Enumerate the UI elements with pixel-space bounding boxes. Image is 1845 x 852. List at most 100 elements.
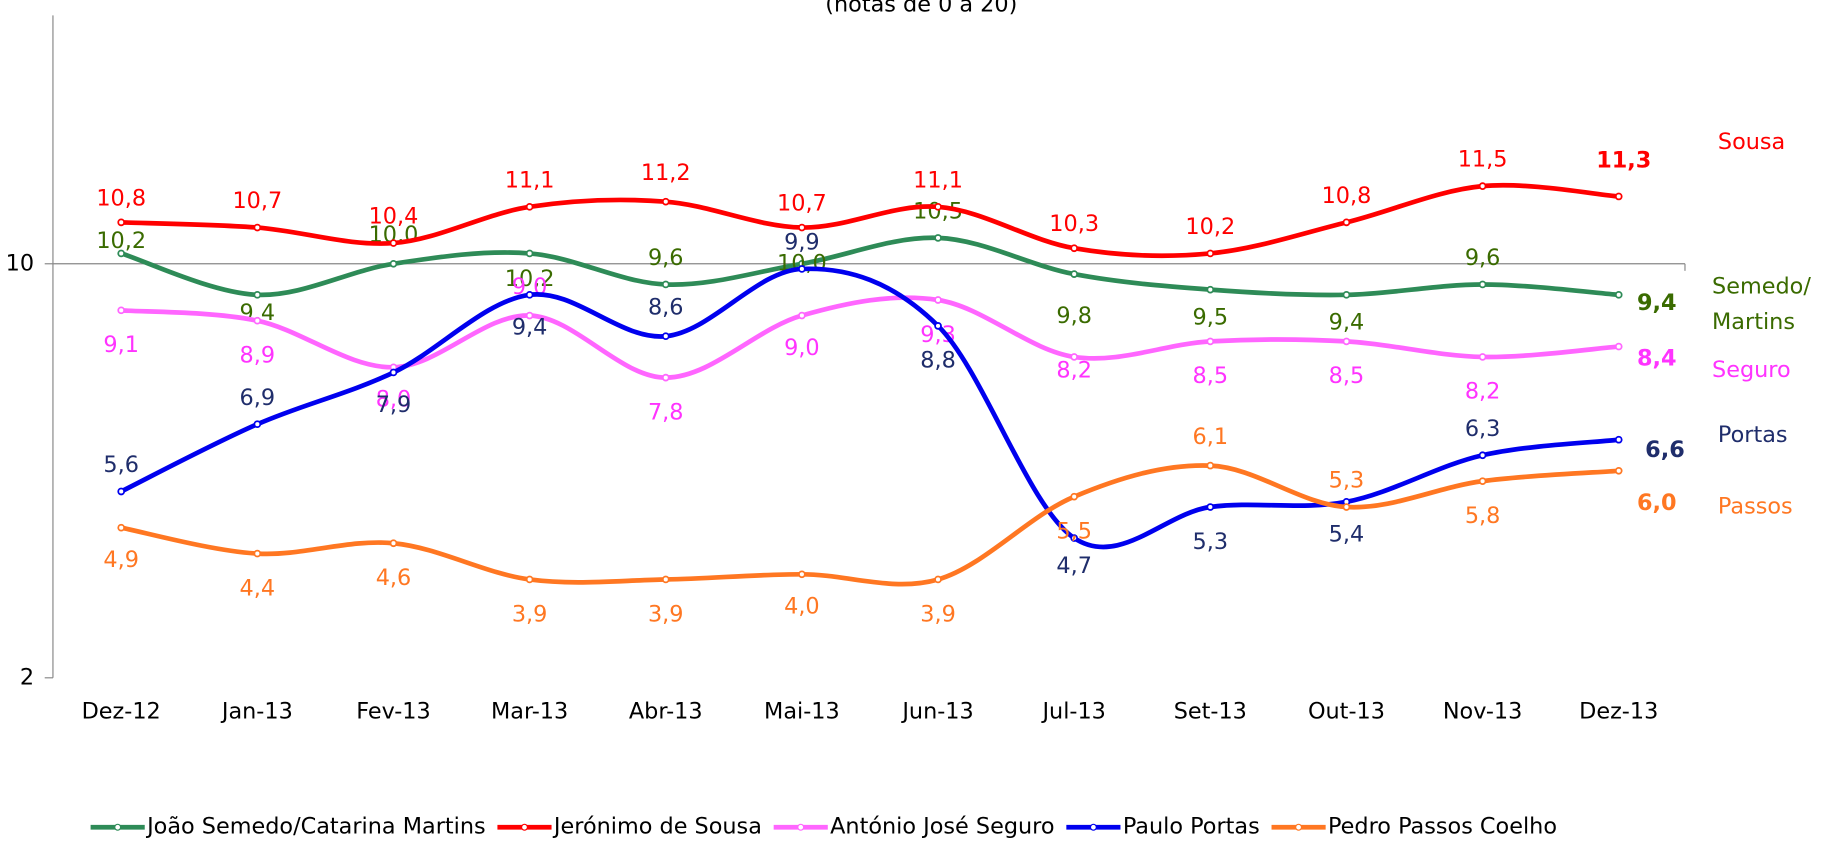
point bbox=[118, 489, 124, 495]
point bbox=[1207, 463, 1213, 469]
data-label: 8,6 bbox=[648, 294, 684, 320]
point bbox=[1344, 338, 1350, 344]
x-tick-label: Jan-13 bbox=[220, 698, 293, 724]
point bbox=[1480, 452, 1486, 458]
point bbox=[935, 297, 941, 303]
point bbox=[1616, 437, 1622, 443]
point bbox=[935, 235, 941, 241]
point bbox=[254, 421, 260, 427]
legend-label: António José Seguro bbox=[830, 814, 1054, 840]
point bbox=[254, 292, 260, 298]
point bbox=[527, 204, 533, 210]
point bbox=[935, 204, 941, 210]
end-value-label: 9,4 bbox=[1637, 290, 1677, 316]
line-series bbox=[121, 298, 1619, 378]
legend-marker bbox=[1296, 824, 1302, 830]
series-end-name: Sousa bbox=[1718, 129, 1785, 155]
data-label: 9,8 bbox=[1056, 303, 1092, 329]
series-end-name: Semedo/ bbox=[1712, 274, 1811, 300]
x-tick-label: Set-13 bbox=[1174, 698, 1247, 724]
data-label: 10,2 bbox=[1185, 214, 1235, 240]
chart: (notas de 0 a 20) 210Dez-12Jan-13Fev-13M… bbox=[0, 0, 1845, 852]
data-label: 3,9 bbox=[920, 601, 956, 627]
y-tick-label: 2 bbox=[20, 664, 34, 690]
point bbox=[1207, 287, 1213, 293]
point bbox=[799, 266, 805, 272]
point bbox=[1071, 245, 1077, 251]
x-tick-label: Mar-13 bbox=[491, 698, 568, 724]
x-tick-label: Dez-13 bbox=[1579, 698, 1658, 724]
x-tick-label: Fev-13 bbox=[356, 698, 431, 724]
data-label: 11,1 bbox=[913, 167, 963, 193]
data-label: 4,6 bbox=[376, 565, 412, 591]
point bbox=[1480, 183, 1486, 189]
point bbox=[663, 199, 669, 205]
x-tick-label: Out-13 bbox=[1308, 698, 1385, 724]
point bbox=[1344, 504, 1350, 510]
end-value-label: 8,4 bbox=[1637, 345, 1677, 371]
point bbox=[391, 261, 397, 267]
data-label: 9,4 bbox=[512, 314, 548, 340]
x-tick-label: Abr-13 bbox=[629, 698, 703, 724]
data-label: 8,2 bbox=[1056, 358, 1092, 384]
point bbox=[935, 323, 941, 329]
x-tick-label: Jun-13 bbox=[900, 698, 973, 724]
point bbox=[391, 240, 397, 246]
point bbox=[391, 540, 397, 546]
point bbox=[1616, 292, 1622, 298]
data-label: 8,9 bbox=[240, 342, 276, 368]
data-label: 8,2 bbox=[1465, 379, 1501, 405]
point bbox=[1480, 282, 1486, 288]
data-label: 5,3 bbox=[1329, 468, 1365, 494]
point bbox=[663, 375, 669, 381]
end-value-label: 11,3 bbox=[1596, 148, 1651, 174]
data-label: 6,1 bbox=[1193, 424, 1229, 450]
data-label: 5,4 bbox=[1329, 521, 1365, 547]
data-label: 5,6 bbox=[103, 452, 139, 478]
data-label: 4,0 bbox=[784, 594, 820, 620]
point bbox=[663, 282, 669, 288]
point bbox=[1207, 338, 1213, 344]
line-series bbox=[121, 238, 1619, 295]
data-label: 9,6 bbox=[648, 245, 684, 271]
data-label: 3,9 bbox=[648, 601, 684, 627]
data-label: 6,3 bbox=[1465, 416, 1501, 442]
data-label: 11,5 bbox=[1458, 147, 1508, 173]
data-label: 10,4 bbox=[369, 204, 419, 230]
point bbox=[1207, 250, 1213, 256]
data-label: 7,8 bbox=[648, 399, 684, 425]
x-tick-label: Nov-13 bbox=[1443, 698, 1523, 724]
data-label: 4,7 bbox=[1056, 553, 1092, 579]
chart-subtitle: (notas de 0 a 20) bbox=[825, 0, 1017, 17]
point bbox=[1616, 468, 1622, 474]
data-label: 3,9 bbox=[512, 601, 548, 627]
series-end-name: Passos bbox=[1718, 494, 1793, 520]
legend-marker bbox=[1090, 824, 1096, 830]
data-label: 7,9 bbox=[376, 392, 412, 418]
end-value-label: 6,0 bbox=[1637, 490, 1677, 516]
data-label: 9,1 bbox=[103, 332, 139, 358]
line-series bbox=[121, 465, 1619, 584]
series-end-name: Portas bbox=[1718, 422, 1788, 448]
data-label: 8,5 bbox=[1329, 363, 1365, 389]
point bbox=[1344, 219, 1350, 225]
data-label: 10,2 bbox=[96, 228, 146, 254]
data-label: 10,3 bbox=[1049, 211, 1099, 237]
point bbox=[118, 219, 124, 225]
point bbox=[118, 525, 124, 531]
data-label: 5,8 bbox=[1465, 503, 1501, 529]
point bbox=[254, 318, 260, 324]
data-label: 10,8 bbox=[96, 185, 146, 211]
data-label: 10,7 bbox=[232, 188, 282, 214]
legend-marker bbox=[115, 824, 121, 830]
data-label: 8,5 bbox=[1193, 363, 1229, 389]
point bbox=[799, 313, 805, 319]
point bbox=[391, 370, 397, 376]
data-label: 11,2 bbox=[641, 160, 691, 186]
legend-label: João Semedo/Catarina Martins bbox=[145, 814, 486, 840]
x-tick-label: Dez-12 bbox=[82, 698, 161, 724]
data-label: 5,3 bbox=[1193, 529, 1229, 555]
line-series bbox=[121, 269, 1619, 547]
data-label: 4,9 bbox=[103, 547, 139, 573]
